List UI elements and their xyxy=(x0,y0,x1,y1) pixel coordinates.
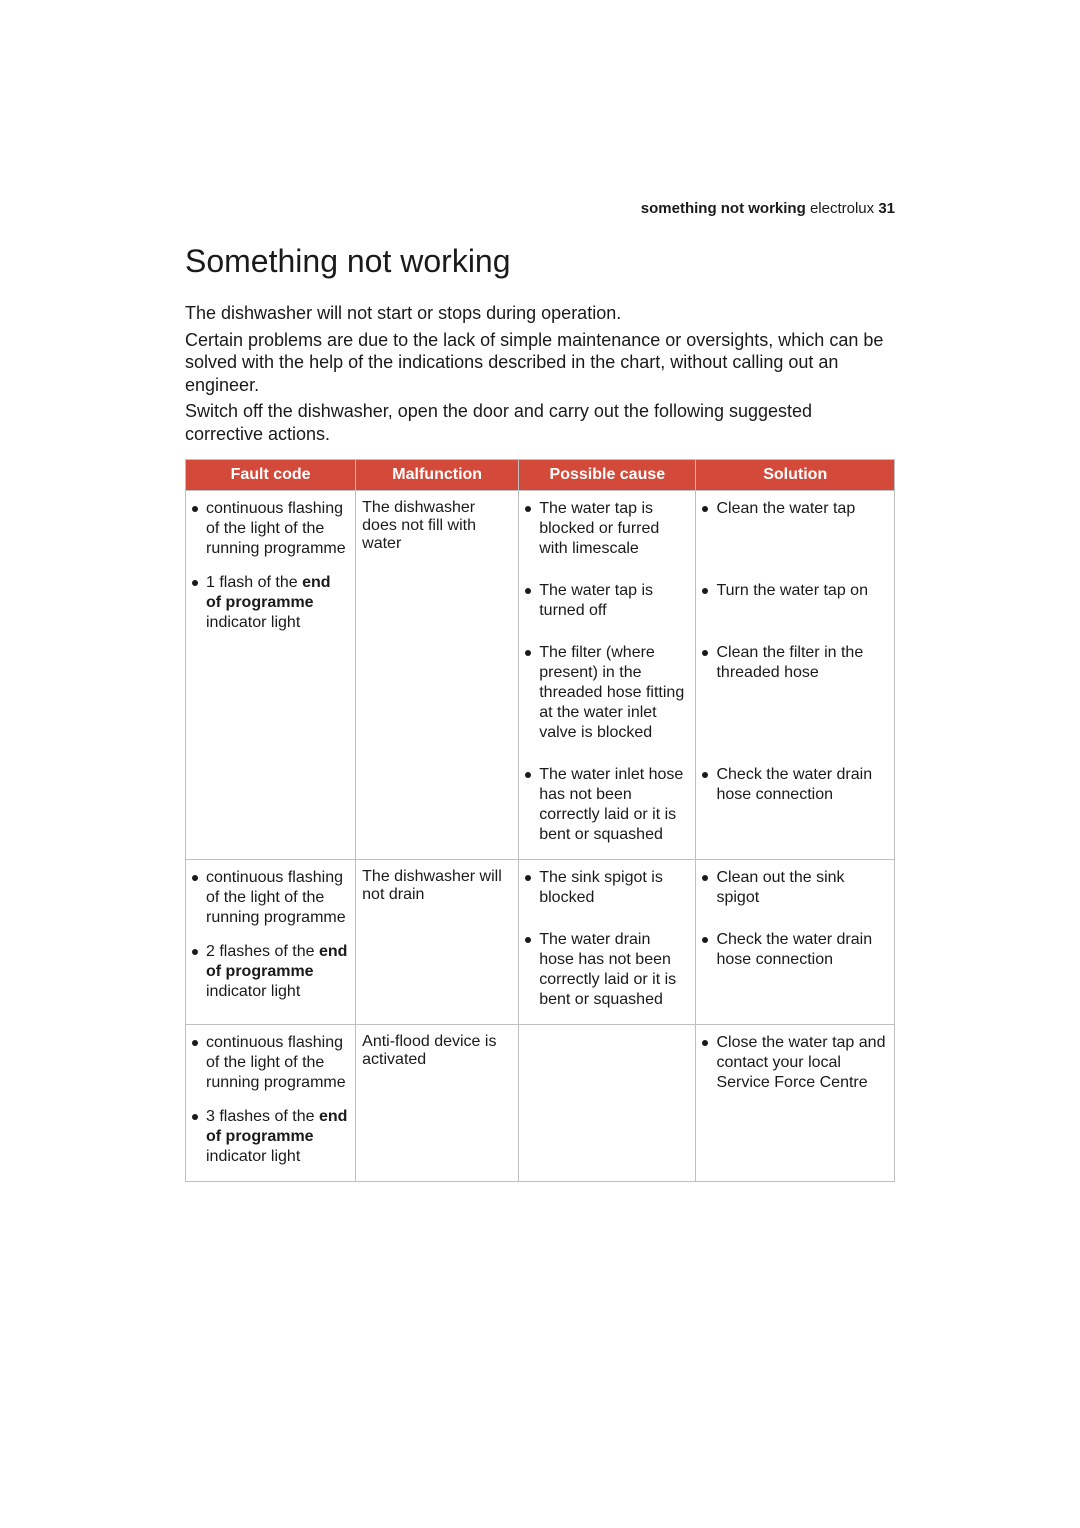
header-brand: electrolux xyxy=(810,200,874,217)
th-malfunction: Malfunction xyxy=(356,460,519,491)
cell-fault-code: continuous flashing of the light of the … xyxy=(186,860,356,1025)
cell-solution: Clean out the sink spigot xyxy=(696,860,895,923)
list-item: continuous flashing of the light of the … xyxy=(192,499,349,559)
table-row: continuous flashing of the light of the … xyxy=(186,491,895,574)
cell-cause: The sink spigot is blocked xyxy=(519,860,696,923)
cell-malfunction: The dishwasher does not fill with water xyxy=(356,491,519,860)
cell-solution: Clean the filter in the threaded hose xyxy=(696,635,895,757)
cell-solution: Clean the water tap xyxy=(696,491,895,574)
cell-solution: Check the water drain hose connection xyxy=(696,757,895,860)
intro-line-3: Switch off the dishwasher, open the door… xyxy=(185,400,895,445)
cell-cause: The water tap is turned off xyxy=(519,573,696,635)
cell-cause: The water tap is blocked or furred with … xyxy=(519,491,696,574)
list-item: 2 flashes of the end of programme indica… xyxy=(192,942,349,1002)
list-item: The water tap is turned off xyxy=(525,581,689,621)
list-item: The water inlet hose has not been correc… xyxy=(525,765,689,845)
page-title: Something not working xyxy=(185,243,895,280)
list-item: 3 flashes of the end of programme indica… xyxy=(192,1107,349,1167)
cell-cause: The water inlet hose has not been correc… xyxy=(519,757,696,860)
cell-solution: Check the water drain hose connection xyxy=(696,922,895,1025)
list-item: Turn the water tap on xyxy=(702,581,888,601)
list-item: The water tap is blocked or furred with … xyxy=(525,499,689,559)
th-fault-code: Fault code xyxy=(186,460,356,491)
list-item: Check the water drain hose connection xyxy=(702,930,888,970)
list-item: Close the water tap and contact your loc… xyxy=(702,1033,888,1093)
list-item: continuous flashing of the light of the … xyxy=(192,1033,349,1093)
table-row: continuous flashing of the light of the … xyxy=(186,1025,895,1182)
list-item: The sink spigot is blocked xyxy=(525,868,689,908)
list-item: continuous flashing of the light of the … xyxy=(192,868,349,928)
cell-cause xyxy=(519,1025,696,1182)
list-item: The water drain hose has not been correc… xyxy=(525,930,689,1010)
cell-fault-code: continuous flashing of the light of the … xyxy=(186,491,356,860)
list-item: 1 flash of the end of programme indicato… xyxy=(192,573,349,633)
header-page-number: 31 xyxy=(878,200,895,217)
cell-solution: Turn the water tap on xyxy=(696,573,895,635)
table-header-row: Fault code Malfunction Possible cause So… xyxy=(186,460,895,491)
header-section: something not working xyxy=(641,200,806,217)
cell-malfunction: The dishwasher will not drain xyxy=(356,860,519,1025)
list-item: Check the water drain hose connection xyxy=(702,765,888,805)
list-item: Clean the filter in the threaded hose xyxy=(702,643,888,683)
table-row: continuous flashing of the light of the … xyxy=(186,860,895,923)
list-item: Clean out the sink spigot xyxy=(702,868,888,908)
intro-line-1: The dishwasher will not start or stops d… xyxy=(185,302,895,325)
troubleshooting-table: Fault code Malfunction Possible cause So… xyxy=(185,459,895,1182)
th-solution: Solution xyxy=(696,460,895,491)
intro-line-2: Certain problems are due to the lack of … xyxy=(185,329,895,397)
cell-cause: The water drain hose has not been correc… xyxy=(519,922,696,1025)
cell-malfunction: Anti-flood device is activated xyxy=(356,1025,519,1182)
cell-solution: Close the water tap and contact your loc… xyxy=(696,1025,895,1182)
list-item: The filter (where present) in the thread… xyxy=(525,643,689,743)
page-header: something not working electrolux 31 xyxy=(185,200,895,217)
list-item: Clean the water tap xyxy=(702,499,888,519)
th-possible-cause: Possible cause xyxy=(519,460,696,491)
cell-fault-code: continuous flashing of the light of the … xyxy=(186,1025,356,1182)
cell-cause: The filter (where present) in the thread… xyxy=(519,635,696,757)
